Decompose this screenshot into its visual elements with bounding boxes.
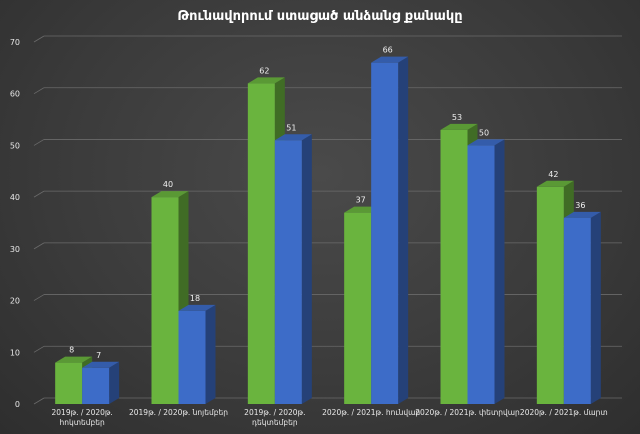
bar-side [109, 361, 120, 404]
bar-side [494, 139, 505, 404]
bar-front [274, 140, 302, 404]
y-tick-label: 30 [10, 245, 20, 254]
bar-front [178, 310, 206, 404]
bar-front [440, 129, 468, 404]
gridline-depth [33, 87, 45, 95]
bar [274, 134, 312, 404]
data-label: 18 [190, 294, 200, 303]
gridline-depth [33, 139, 45, 146]
bar-top [82, 361, 120, 368]
bar-side [590, 211, 601, 404]
bar-front [536, 186, 564, 404]
gridline-depth [33, 345, 45, 353]
chart-title: Թունավորում ստացած անձանց քանակը [177, 9, 462, 24]
bar-top [536, 180, 574, 187]
bar-front [344, 212, 372, 404]
bar [82, 361, 120, 404]
bar-top [274, 134, 312, 141]
data-label: 53 [452, 113, 462, 122]
bar [371, 56, 409, 404]
bar-top [371, 56, 409, 63]
data-label: 42 [548, 170, 558, 179]
data-label: 40 [163, 180, 173, 189]
x-tick-label: հոկտեմբեր [59, 418, 105, 427]
data-label: 50 [479, 128, 489, 137]
bar-front [247, 83, 275, 404]
bar-top [563, 211, 601, 218]
x-tick-label: 2020թ. / 2021թ. մարտ [520, 408, 608, 417]
gridlines [33, 35, 622, 405]
bar-front [563, 217, 591, 404]
bar-front [151, 197, 179, 404]
bar-top [178, 304, 216, 311]
y-tick-label: 10 [10, 348, 20, 357]
bar [178, 304, 216, 404]
bar-side [301, 134, 312, 404]
y-tick-label: 50 [10, 141, 20, 150]
bar-front [371, 62, 399, 404]
y-tick-label: 40 [10, 193, 20, 202]
bar-front [55, 362, 83, 404]
y-tick-label: 70 [10, 38, 20, 47]
x-tick-label: 2019թ. / 2020թ. [52, 408, 113, 417]
bar-front [467, 145, 495, 404]
y-tick-label: 0 [15, 400, 20, 409]
y-axis-ticks: 0 10 20 30 40 50 60 70 [10, 38, 20, 409]
data-label: 7 [96, 351, 101, 360]
data-labels: 8 7 40 18 62 51 37 66 53 50 42 36 [69, 46, 585, 360]
bar-side [398, 56, 409, 404]
bar-side [205, 304, 216, 404]
gridline-depth [33, 294, 45, 301]
bar-top [247, 77, 285, 84]
bar [467, 139, 505, 404]
bar [563, 211, 601, 404]
data-label: 37 [356, 196, 366, 205]
bar-top [55, 356, 93, 363]
data-label: 36 [575, 201, 585, 210]
data-label: 8 [69, 346, 74, 355]
bar-front [82, 367, 110, 404]
x-tick-label: 2020թ. / 2021թ. հունվար [322, 408, 420, 417]
data-label: 62 [259, 66, 269, 75]
gridline-depth [33, 35, 45, 43]
data-label: 66 [383, 46, 393, 55]
x-tick-label: դեկտեմբեր [252, 418, 298, 427]
bar-top [467, 139, 505, 146]
bar-top [440, 123, 478, 130]
y-tick-label: 20 [10, 297, 20, 306]
gridline-depth [33, 190, 45, 198]
gridline-depth [33, 242, 45, 250]
x-tick-label: 2019թ. / 2020թ. նոյեմբեր [129, 408, 228, 417]
bar-top [151, 191, 189, 198]
x-tick-label: 2019թ. / 2020թ. [244, 408, 305, 417]
data-label: 51 [286, 123, 296, 132]
bars [55, 56, 601, 405]
x-tick-label: 2020թ. / 2021թ. փետրվար [415, 408, 520, 417]
y-tick-label: 60 [10, 90, 20, 99]
gridline-depth [33, 397, 45, 405]
